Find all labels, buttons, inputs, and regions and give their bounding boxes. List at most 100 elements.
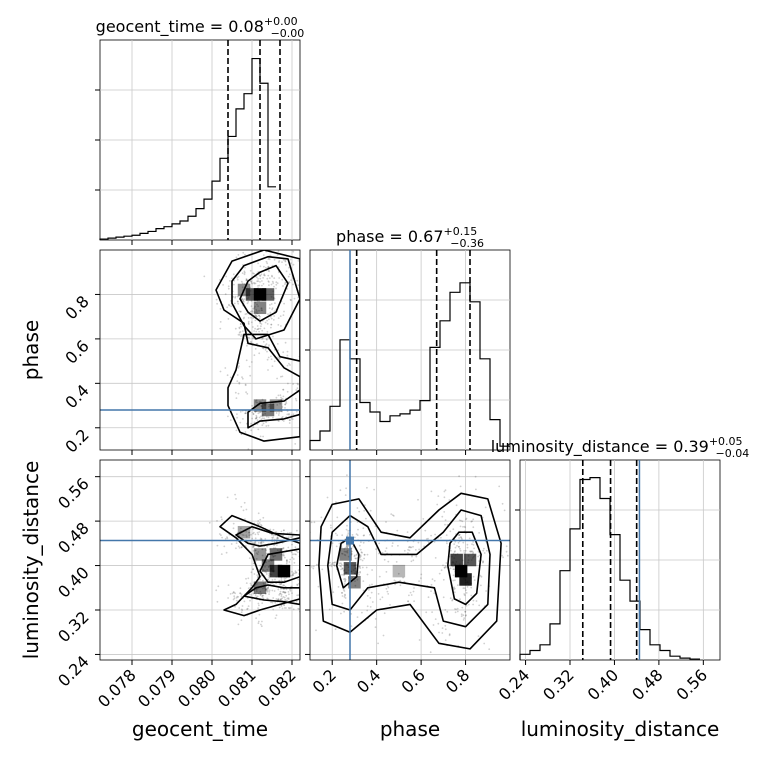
sample-point	[266, 319, 268, 322]
sample-point	[302, 417, 304, 419]
sample-point	[301, 393, 303, 395]
sample-point	[280, 325, 282, 327]
sample-point	[502, 556, 504, 559]
sample-point	[403, 549, 406, 552]
sample-point	[304, 553, 306, 555]
sample-point	[480, 584, 482, 587]
sample-point	[267, 356, 270, 359]
pair-panel-geocent_time-luminosity_distance	[95, 459, 316, 665]
sample-point	[293, 297, 296, 300]
sample-point	[314, 604, 316, 606]
sample-point	[284, 283, 286, 286]
sample-point	[252, 317, 255, 319]
sample-point	[239, 323, 242, 325]
sample-point	[359, 571, 361, 574]
y-tick-label: 0.8	[61, 292, 92, 323]
sample-point	[285, 562, 288, 565]
sample-point	[450, 549, 452, 552]
sample-point	[346, 551, 349, 554]
sample-point	[284, 591, 287, 594]
sample-point	[256, 574, 259, 576]
sample-point	[353, 554, 356, 557]
sample-point	[227, 584, 230, 586]
sample-point	[243, 600, 246, 603]
x-tick-label: 0.6	[398, 665, 429, 696]
sample-point	[286, 350, 289, 353]
sample-point	[330, 565, 333, 568]
sample-point	[394, 580, 397, 583]
sample-point	[280, 595, 283, 597]
sample-point	[483, 547, 485, 550]
sample-point	[257, 278, 259, 280]
sample-point	[351, 577, 354, 579]
sample-point	[313, 521, 316, 524]
sample-point	[282, 285, 284, 287]
sample-point	[304, 561, 306, 563]
sample-point	[263, 274, 265, 277]
sample-point	[441, 632, 444, 634]
sample-point	[250, 340, 252, 343]
sample-point	[387, 560, 390, 563]
sample-point	[458, 533, 461, 536]
sample-point	[294, 546, 297, 549]
sample-point	[287, 597, 290, 599]
sample-point	[243, 298, 246, 300]
sample-point	[369, 509, 372, 512]
sample-point	[438, 572, 441, 575]
sample-point	[239, 421, 242, 424]
sample-point	[255, 311, 258, 314]
sample-point	[386, 590, 389, 593]
sample-point	[471, 520, 473, 523]
sample-point	[236, 380, 239, 382]
sample-point	[430, 490, 433, 493]
sample-point	[272, 608, 275, 611]
sample-point	[256, 300, 259, 303]
sample-point	[258, 604, 260, 607]
sample-point	[291, 535, 294, 537]
sample-point	[262, 541, 265, 543]
sample-point	[254, 542, 257, 544]
sample-point	[270, 323, 273, 326]
sample-point	[304, 621, 306, 623]
sample-point	[289, 419, 291, 422]
sample-point	[306, 588, 308, 590]
sample-point	[245, 582, 248, 584]
sample-point	[284, 260, 287, 263]
sample-point	[263, 233, 265, 235]
sample-point	[288, 422, 291, 424]
density-cell	[450, 553, 463, 567]
sample-point	[269, 248, 271, 250]
sample-point	[282, 534, 285, 537]
sample-point	[294, 443, 297, 445]
sample-point	[305, 572, 307, 574]
sample-point	[255, 414, 258, 417]
sample-point	[226, 374, 229, 377]
sample-point	[304, 388, 306, 390]
sample-point	[471, 543, 473, 545]
y-tick-label: 0.24	[54, 652, 93, 691]
sample-point	[240, 611, 243, 614]
sample-point	[268, 589, 271, 592]
sample-point	[468, 537, 471, 540]
sample-point	[340, 546, 343, 549]
sample-point	[343, 548, 346, 550]
sample-point	[341, 602, 344, 605]
sample-point	[313, 557, 315, 559]
sample-point	[346, 549, 349, 552]
sample-point	[362, 541, 365, 544]
sample-point	[279, 590, 282, 593]
sample-point	[415, 555, 418, 558]
sample-point	[338, 562, 341, 565]
sample-point	[432, 624, 435, 626]
sample-point	[466, 546, 469, 549]
sample-point	[256, 553, 259, 556]
sample-point	[303, 532, 305, 534]
sample-point	[472, 541, 474, 543]
sample-point	[453, 586, 455, 589]
sample-point	[249, 541, 252, 543]
sample-point	[283, 579, 286, 582]
sample-point	[257, 607, 259, 609]
sample-point	[223, 545, 226, 548]
sample-point	[290, 574, 292, 577]
sample-point	[366, 553, 369, 556]
